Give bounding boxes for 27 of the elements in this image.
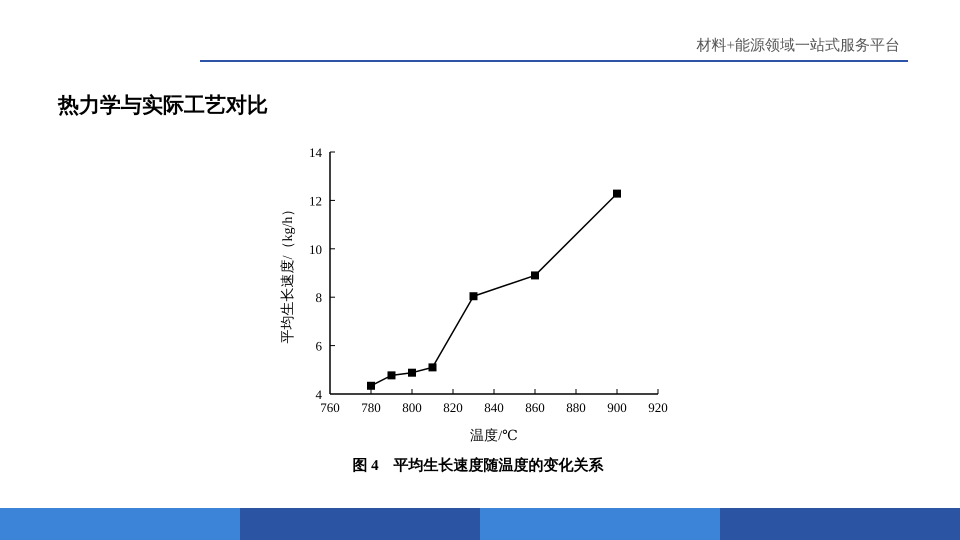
y-tick-label: 4 [316, 387, 322, 402]
y-tick-label: 8 [316, 290, 322, 306]
y-tick-label: 14 [309, 145, 322, 160]
chart-title: 热力学与实际工艺对比 [57, 93, 268, 117]
y-tick-label: 10 [309, 242, 322, 257]
x-tick-label: 880 [566, 400, 586, 415]
point [613, 190, 621, 198]
point [428, 363, 436, 372]
point [367, 382, 375, 390]
x-tick-label: 920 [648, 400, 668, 415]
x-tick-label: 760 [320, 400, 340, 415]
x-axis-title: 温度/℃ [470, 428, 518, 444]
point [408, 368, 416, 377]
point [470, 292, 478, 300]
point [531, 271, 539, 280]
y-tick-label: 12 [309, 193, 322, 208]
x-tick-label: 900 [607, 400, 627, 415]
text: 图 4 平均生长速度随温度的变化关系 [352, 456, 605, 474]
point [388, 371, 396, 380]
x-tick-label: 820 [443, 400, 463, 415]
x-tick-label: 840 [484, 400, 504, 415]
x-tick-label: 800 [402, 400, 422, 415]
y-tick-label: 6 [316, 338, 322, 354]
y-axis-title: 平均生长速度/（kg/h） [280, 202, 296, 344]
x-tick-label: 780 [361, 400, 381, 415]
x-tick-label: 860 [525, 400, 545, 415]
text: 材料+能源领域一站式服务平台 [696, 37, 900, 54]
